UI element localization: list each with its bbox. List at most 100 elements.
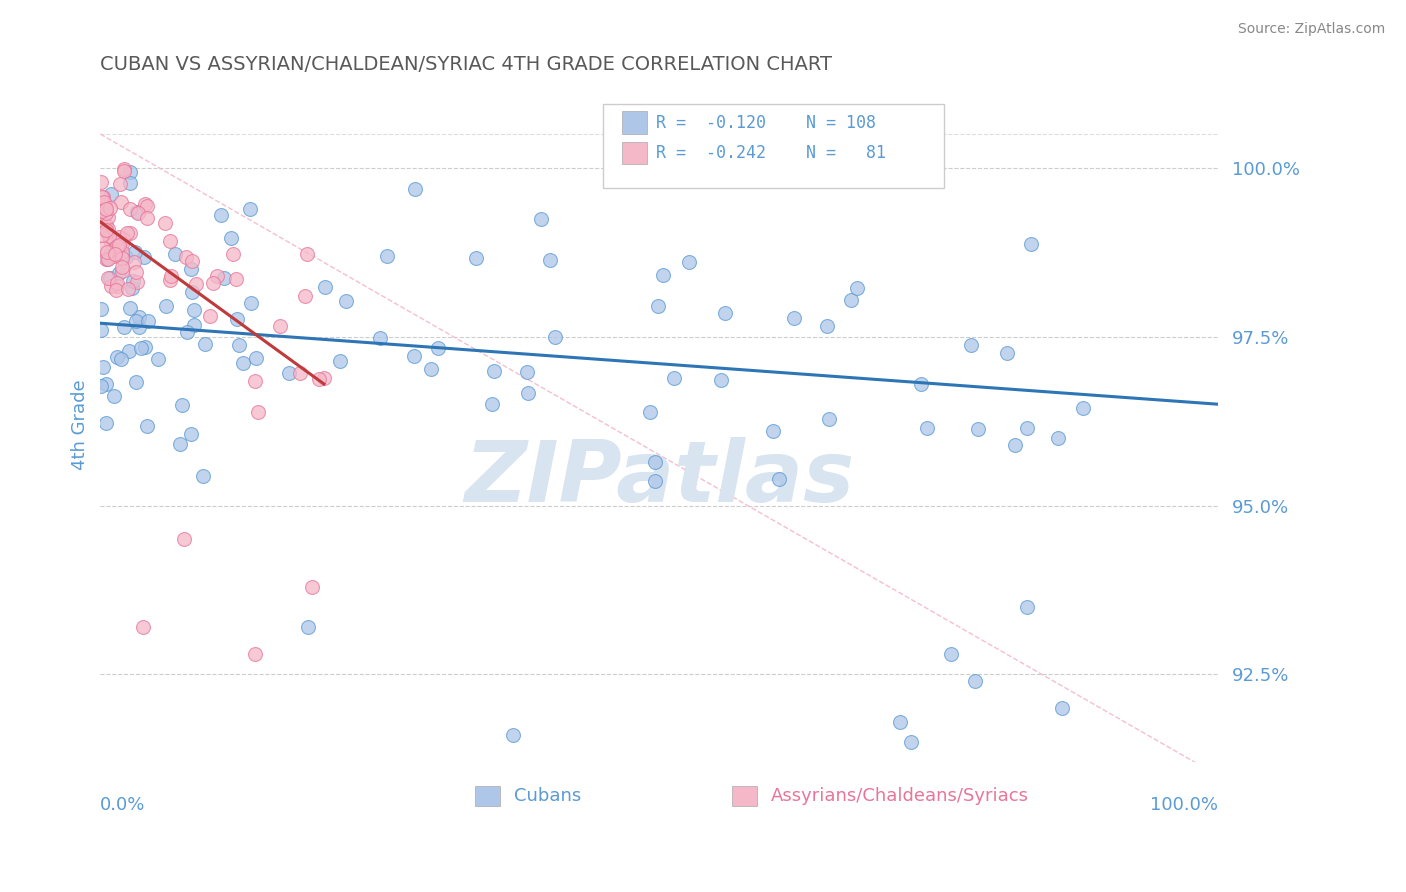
Point [100,201,122,215]
Point [644,455,666,469]
Point [131,341,153,355]
Point [174,250,197,264]
Point [180,262,202,277]
Point [120,226,142,240]
Point [308,372,330,386]
Point [122,255,145,269]
Point [97,210,120,224]
Point [815,319,838,334]
Point [90,378,112,392]
Point [202,276,225,290]
Point [502,728,524,742]
Point [103,389,125,403]
Point [232,355,254,369]
Point [169,437,191,451]
Text: 0.0%: 0.0% [100,796,146,814]
Point [1017,421,1039,435]
Point [917,420,939,434]
Point [118,176,141,190]
Point [198,309,221,323]
Point [93,360,115,375]
Point [714,306,737,320]
Point [91,190,114,204]
Point [900,735,922,749]
Point [110,195,132,210]
Point [111,237,134,252]
FancyBboxPatch shape [623,112,647,134]
Point [111,245,134,260]
Point [181,285,204,300]
Point [122,274,145,288]
Point [90,190,112,204]
Point [288,366,311,380]
Point [96,245,118,260]
Point [125,314,148,328]
Point [269,319,291,334]
Point [107,230,129,244]
Point [240,296,263,310]
Point [132,250,155,264]
Point [783,310,806,325]
Point [995,346,1018,360]
Point [94,202,117,216]
Point [104,283,127,297]
Point [91,203,114,218]
Point [212,271,235,285]
Point [96,226,118,240]
Point [1046,431,1069,445]
Point [225,272,247,286]
Point [427,342,450,356]
Point [538,252,561,267]
Point [245,351,267,365]
Point [91,213,114,227]
Text: ZIPatlas: ZIPatlas [464,437,855,520]
Point [312,371,335,385]
Point [121,281,143,295]
FancyBboxPatch shape [603,103,945,188]
Point [1015,599,1038,614]
Point [817,412,839,426]
Point [544,330,567,344]
Point [120,301,142,316]
Point [638,405,661,419]
Text: R =  -0.242    N =   81: R = -0.242 N = 81 [657,144,886,162]
Point [1004,438,1026,452]
Text: Cubans: Cubans [515,787,581,805]
Point [97,228,120,243]
Point [368,331,391,345]
Point [329,353,352,368]
Point [100,186,122,201]
Point [97,270,120,285]
Point [155,299,177,313]
Point [839,293,862,308]
Point [128,310,150,325]
Point [111,252,134,266]
Point [105,351,128,365]
Point [110,351,132,366]
Point [98,270,121,285]
Point [297,620,319,634]
Point [481,396,503,410]
Point [108,178,131,192]
Point [111,263,134,277]
Point [134,197,156,211]
Point [127,275,149,289]
Point [94,201,117,215]
Point [209,208,232,222]
Text: CUBAN VS ASSYRIAN/CHALDEAN/SYRIAC 4TH GRADE CORRELATION CHART: CUBAN VS ASSYRIAN/CHALDEAN/SYRIAC 4TH GR… [100,55,832,74]
Point [134,340,156,354]
Point [1019,237,1042,252]
Point [118,165,141,179]
Point [136,314,159,328]
Point [644,475,666,489]
FancyBboxPatch shape [733,786,756,806]
Point [180,427,202,442]
Point [90,204,112,219]
Point [530,211,553,226]
Point [709,373,731,387]
Point [221,247,243,261]
Point [314,279,336,293]
Point [278,366,301,380]
Point [173,533,195,547]
Point [295,247,318,261]
